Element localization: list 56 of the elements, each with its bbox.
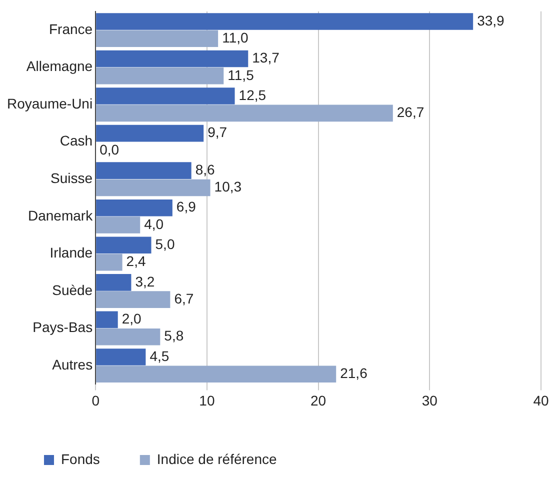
data-label: 3,2 (135, 273, 155, 290)
y-tick-label: Irlande (50, 244, 93, 261)
x-tick-label: 0 (92, 392, 100, 408)
x-tick-label: 20 (310, 392, 326, 408)
bar (96, 162, 192, 179)
data-label: 10,3 (214, 178, 242, 195)
legend-label: Fonds (61, 450, 100, 467)
x-tick-label: 10 (199, 392, 215, 408)
bar (96, 274, 132, 291)
y-tick-label: Allemagne (26, 58, 93, 74)
data-label: 11,0 (222, 29, 248, 46)
data-label: 33,9 (477, 12, 505, 28)
data-label: 6,9 (176, 198, 196, 215)
data-label: 4,0 (144, 216, 164, 232)
bar (96, 179, 210, 196)
data-label: 9,7 (208, 124, 228, 140)
y-tick-label: France (49, 20, 93, 37)
bar (96, 67, 224, 84)
data-label: 4,5 (150, 348, 170, 364)
bar (96, 216, 140, 234)
bar (96, 88, 235, 104)
bar (96, 348, 146, 366)
data-label: 21,6 (340, 364, 368, 381)
data-label: 6,7 (174, 290, 194, 306)
data-label: 2,4 (126, 253, 146, 270)
x-tick-label: 40 (533, 392, 549, 408)
data-label: 11,5 (228, 66, 254, 83)
bar (96, 328, 160, 346)
bar (96, 311, 118, 328)
data-label: 0,0 (100, 141, 120, 158)
bar (96, 199, 172, 216)
y-tick-label: Danemark (28, 207, 94, 224)
data-label: 8,6 (195, 161, 216, 178)
bar (96, 291, 170, 308)
bar (96, 13, 474, 30)
data-label: 5,0 (155, 236, 175, 252)
bar (96, 254, 122, 271)
data-label: 13,7 (252, 50, 280, 66)
y-tick-label: Royaume-Uni (6, 95, 93, 112)
x-tick-label: 30 (422, 392, 438, 408)
legend-label: Indice de référence (156, 450, 277, 467)
data-label: 26,7 (396, 104, 424, 120)
y-tick-label: Cash (60, 132, 93, 149)
data-label: 12,5 (238, 86, 266, 103)
bar (96, 124, 204, 142)
y-tick-label: Autres (52, 356, 93, 372)
y-tick-label: Pays-Bas (32, 319, 93, 336)
bar (96, 104, 393, 122)
y-tick-label: Suisse (50, 170, 93, 186)
bar (96, 236, 152, 254)
bar (96, 30, 218, 48)
data-label: 2,0 (122, 310, 142, 327)
data-label: 5,8 (164, 328, 184, 344)
bar (96, 50, 248, 68)
bar (96, 366, 336, 383)
y-tick-label: Suède (52, 282, 93, 298)
